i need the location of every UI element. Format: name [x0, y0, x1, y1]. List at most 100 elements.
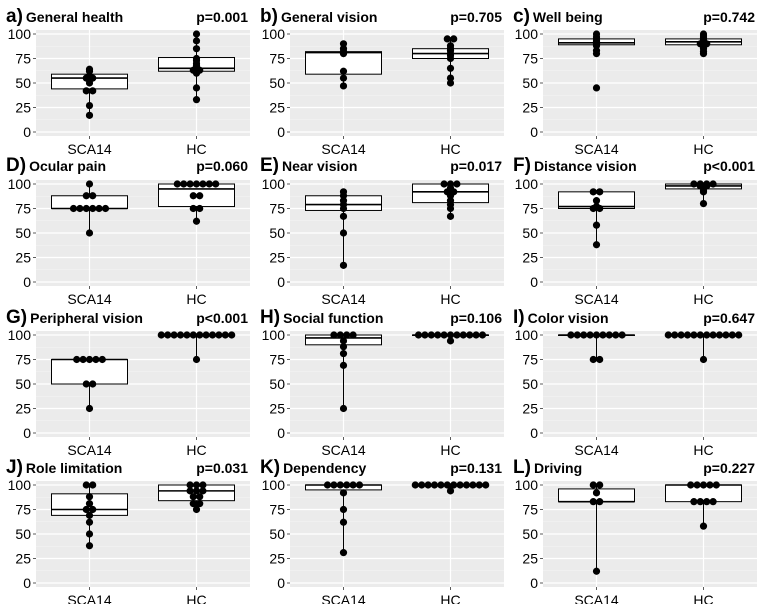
p-value: p=0.131: [450, 460, 502, 476]
data-point: [85, 542, 94, 550]
data-point: [446, 54, 455, 63]
data-point: [618, 331, 626, 339]
data-point: [73, 355, 81, 364]
y-tick-label: 0: [23, 274, 31, 290]
data-point: [430, 481, 439, 489]
data-point: [456, 481, 464, 489]
panel-4: 0 25 50 75 100 SCA14 HC D) Ocular pain p=0.060: [6, 155, 250, 307]
data-point: [82, 87, 90, 95]
panel-letter: D): [6, 155, 26, 176]
y-tick-label: 25: [269, 401, 285, 417]
data-point: [221, 331, 229, 339]
x-tick-label: HC: [693, 442, 713, 458]
panel-letter: c): [513, 6, 530, 27]
p-value: p<0.001: [196, 310, 248, 326]
data-point: [208, 331, 217, 339]
y-tick-label: 50: [269, 526, 285, 542]
data-point: [706, 481, 714, 489]
p-value: p=0.742: [703, 9, 755, 25]
data-point: [339, 337, 348, 345]
data-point: [192, 69, 201, 77]
data-point: [85, 493, 94, 501]
panel-2: 0 25 50 75 100 SCA14 HC b) General vision p=0.705: [260, 6, 504, 157]
y-tick-label: 50: [269, 75, 285, 91]
data-point: [336, 481, 344, 489]
data-point: [687, 481, 695, 489]
data-point: [339, 350, 348, 358]
data-point: [82, 505, 90, 514]
data-point: [95, 204, 103, 213]
data-point: [196, 493, 204, 501]
p-value: p=0.106: [450, 310, 502, 326]
data-point: [446, 331, 455, 339]
data-point: [596, 498, 604, 506]
panel-letter: K): [260, 457, 280, 478]
data-point: [330, 481, 338, 489]
y-tick-label: 50: [15, 75, 31, 91]
data-point: [330, 331, 338, 339]
data-point: [189, 331, 197, 339]
panel-title: F) Distance vision: [513, 155, 637, 176]
y-tick-label: 100: [262, 176, 286, 192]
p-value: p=0.060: [196, 158, 248, 174]
panel-8: 0 25 50 75 100 SCA14 HC H) Social function p=0.10…: [260, 307, 504, 458]
data-point: [339, 229, 348, 237]
panel-letter: H): [260, 307, 280, 328]
panel-title-text: Ocular pain: [29, 158, 106, 174]
data-point: [699, 188, 708, 196]
data-point: [693, 481, 701, 489]
data-point: [735, 331, 743, 339]
data-point: [336, 331, 344, 339]
data-point: [709, 180, 717, 188]
data-point: [82, 192, 90, 200]
data-point: [189, 192, 197, 200]
panel-title: b) General vision: [260, 6, 377, 27]
panel-letter: J): [6, 457, 23, 478]
data-point: [89, 192, 97, 200]
data-point: [592, 331, 601, 339]
data-point: [183, 331, 191, 339]
y-tick-label: 25: [15, 401, 31, 417]
panel-title-text: Driving: [534, 460, 582, 476]
data-point: [599, 331, 607, 339]
y-tick-label: 100: [8, 327, 32, 343]
y-tick-label: 25: [269, 551, 285, 567]
panel-title: J) Role limitation: [6, 457, 122, 478]
y-tick-label: 25: [522, 100, 538, 116]
data-point: [199, 180, 207, 188]
data-point: [170, 331, 178, 339]
data-point: [323, 481, 332, 489]
x-tick-label: HC: [440, 291, 460, 307]
y-tick-label: 75: [15, 201, 31, 217]
data-point: [437, 481, 445, 489]
data-point: [469, 481, 477, 489]
data-point: [89, 481, 97, 489]
y-tick-label: 100: [8, 477, 32, 493]
y-tick-label: 50: [15, 225, 31, 241]
data-point: [192, 505, 201, 514]
p-value: p<0.001: [703, 158, 755, 174]
x-tick-label: SCA14: [321, 291, 366, 307]
data-point: [446, 64, 455, 72]
y-tick-label: 0: [23, 425, 31, 441]
panel-title-text: General health: [26, 9, 123, 25]
y-tick-label: 0: [23, 124, 31, 140]
y-tick-label: 100: [515, 26, 539, 42]
x-tick-label: HC: [186, 141, 206, 157]
panel-title-text: Well being: [533, 9, 603, 25]
y-tick-label: 75: [15, 502, 31, 518]
data-point: [164, 331, 172, 339]
panel-title: c) Well being: [513, 6, 603, 27]
panel-9: 0 25 50 75 100 SCA14 HC I) Color vision p=0.647: [513, 307, 757, 458]
data-point: [349, 331, 357, 339]
data-point: [339, 74, 348, 82]
data-point: [475, 481, 483, 489]
data-point: [443, 481, 451, 489]
y-tick-label: 0: [23, 575, 31, 591]
data-point: [592, 241, 601, 249]
data-point: [589, 355, 597, 364]
panel-title-text: Social function: [283, 310, 383, 326]
panel-title: a) General health: [6, 6, 123, 27]
panel-11: 0 25 50 75 100 SCA14 HC K) Dependency p=0.131: [260, 457, 504, 604]
y-tick-label: 50: [522, 225, 538, 241]
